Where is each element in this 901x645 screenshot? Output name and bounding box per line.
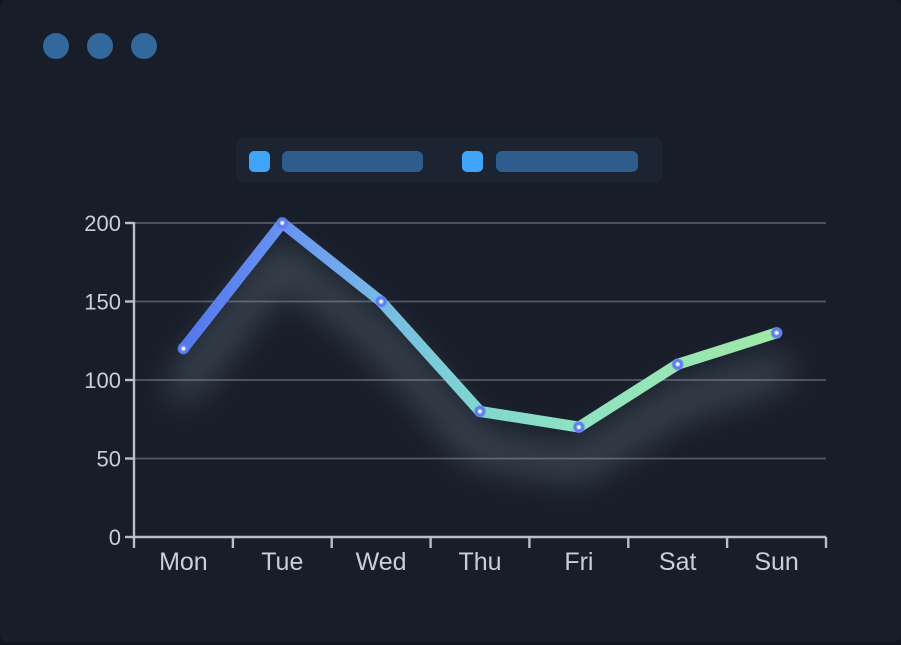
svg-text:Mon: Mon	[159, 548, 208, 576]
svg-text:Wed: Wed	[356, 548, 407, 576]
svg-text:Sat: Sat	[659, 548, 697, 576]
svg-text:50: 50	[97, 447, 121, 472]
svg-text:0: 0	[109, 525, 121, 550]
svg-text:Fri: Fri	[564, 548, 593, 576]
svg-text:200: 200	[84, 211, 121, 236]
svg-text:150: 150	[84, 290, 121, 315]
svg-text:Tue: Tue	[261, 548, 303, 576]
svg-text:100: 100	[84, 368, 121, 393]
svg-text:Thu: Thu	[458, 548, 501, 576]
svg-text:Sun: Sun	[754, 548, 798, 576]
